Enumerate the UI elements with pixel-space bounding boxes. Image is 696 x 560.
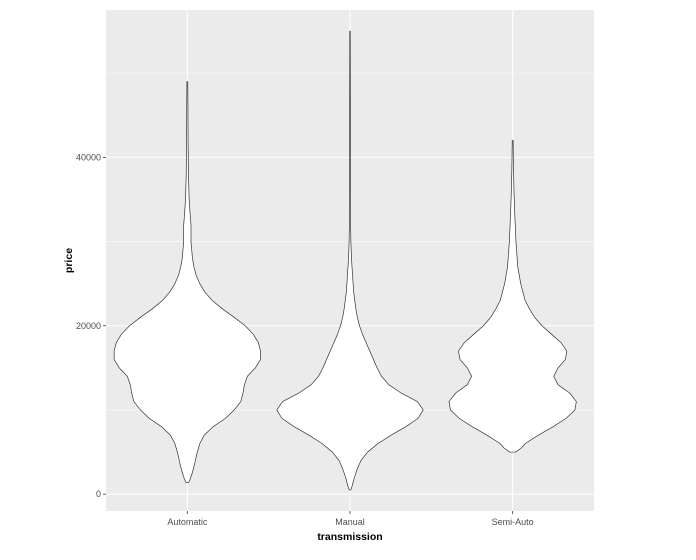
violin-manual xyxy=(276,30,424,491)
y-tick-label: 40000 xyxy=(76,152,101,162)
y-tick-label: 0 xyxy=(96,489,101,499)
violins xyxy=(113,30,577,491)
violin-automatic xyxy=(113,81,261,483)
y-axis: 0 20000 40000 xyxy=(76,152,106,499)
x-tick-label: Automatic xyxy=(167,517,208,527)
x-tick-label: Manual xyxy=(335,517,365,527)
y-axis-title: price xyxy=(63,248,75,273)
x-tick-label: Semi-Auto xyxy=(492,517,534,527)
x-axis: Automatic Manual Semi-Auto xyxy=(167,511,534,527)
violin-semi-auto xyxy=(448,140,577,453)
y-tick-label: 20000 xyxy=(76,321,101,331)
x-axis-title: transmission xyxy=(317,531,382,543)
